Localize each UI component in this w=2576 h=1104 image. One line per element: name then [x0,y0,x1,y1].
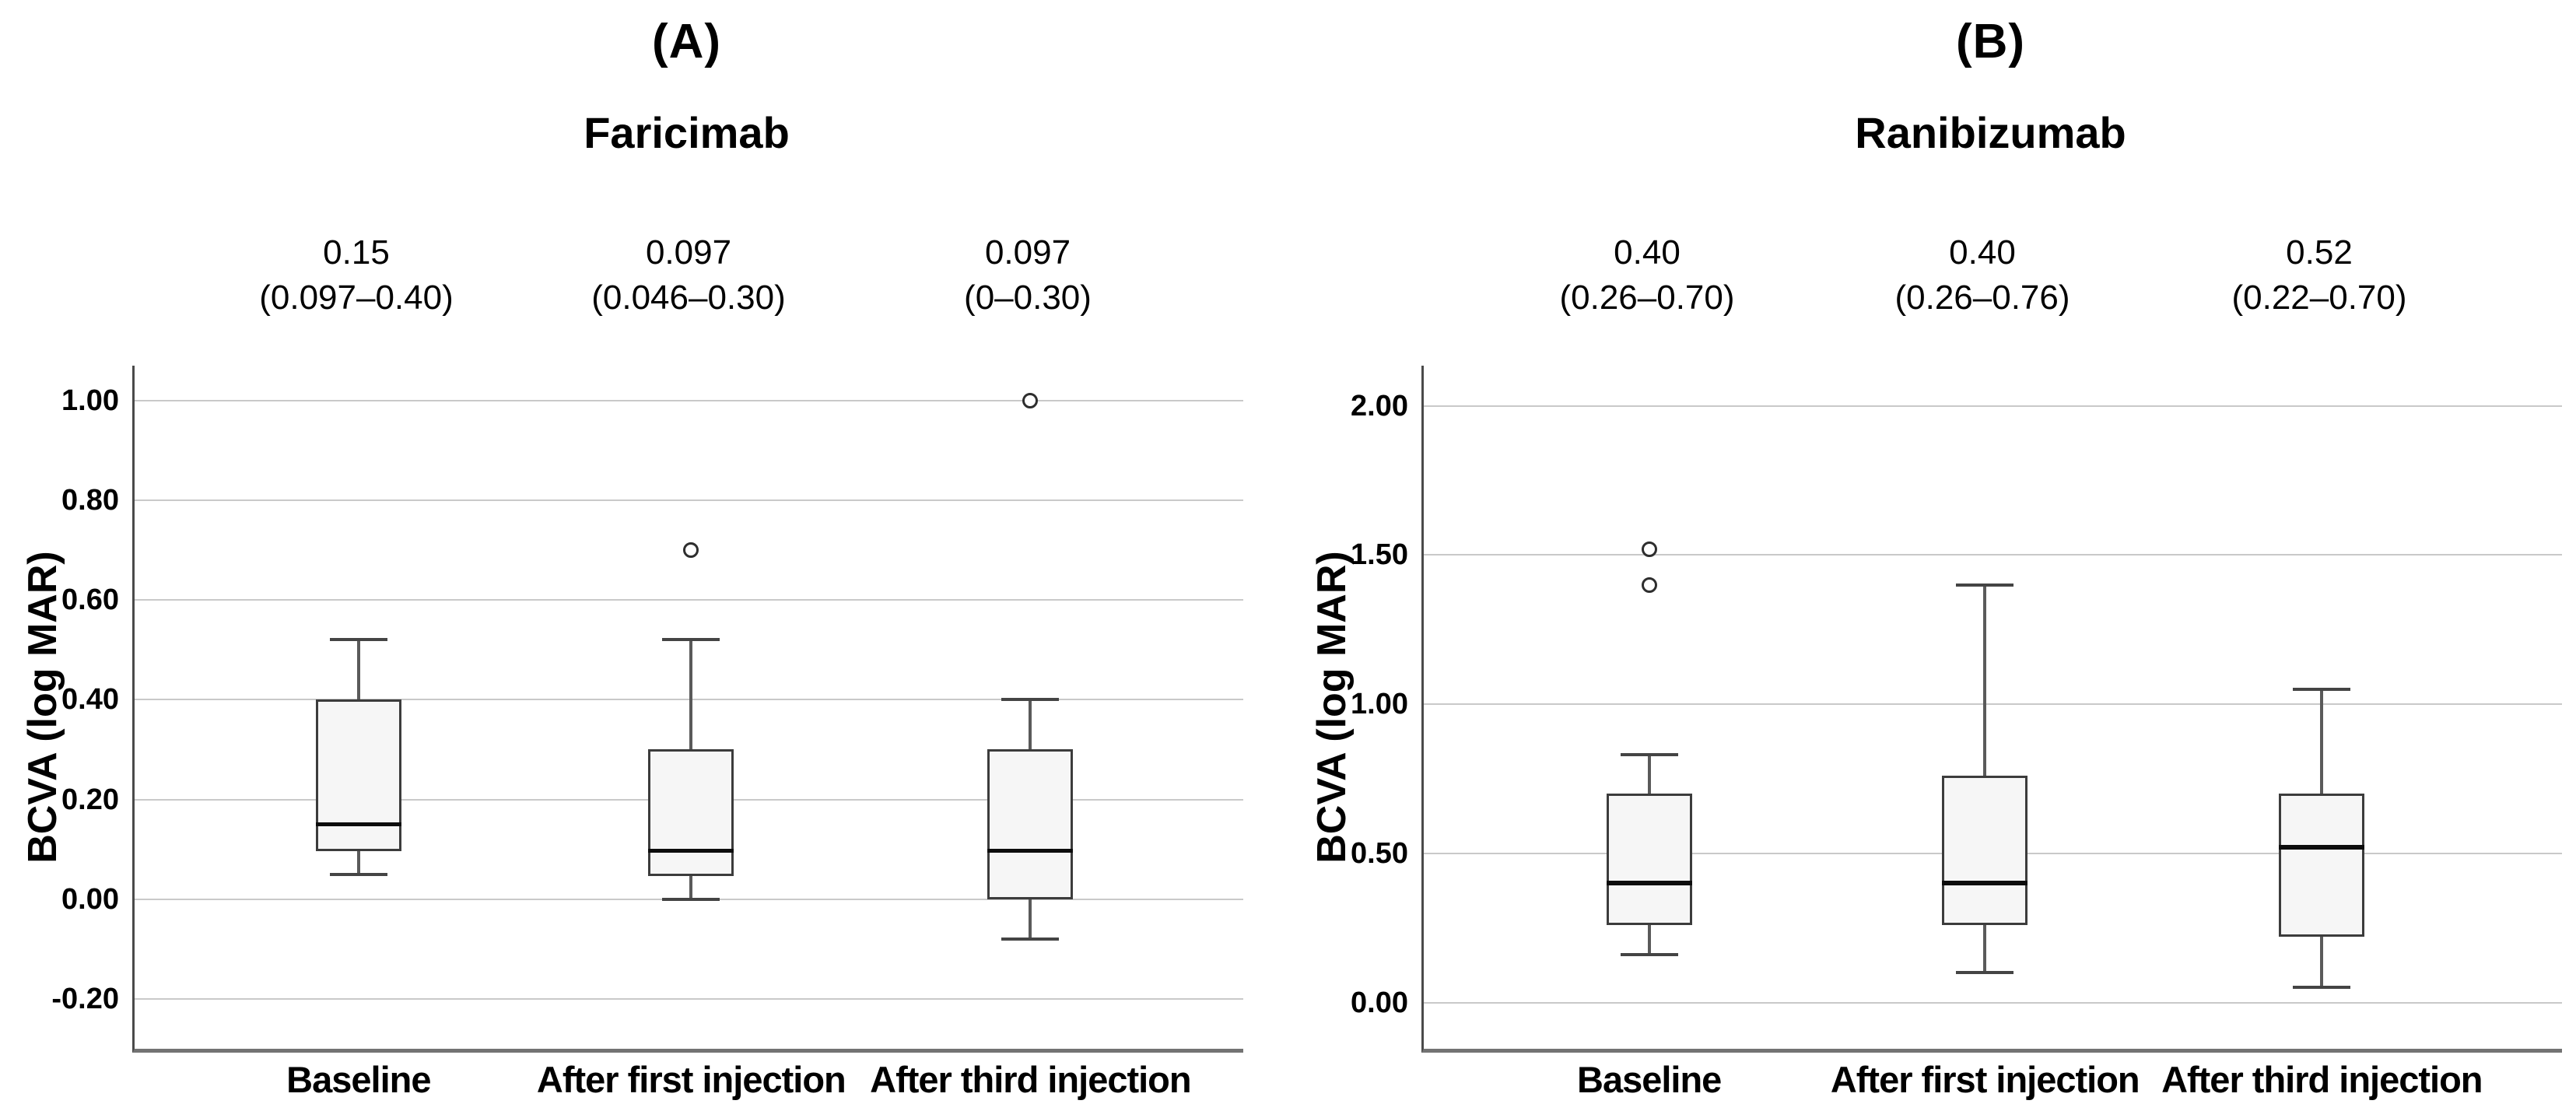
category-label: After third injection [870,1059,1191,1100]
panel-a-annotation-baseline: 0.15 (0.097–0.40) [177,230,535,321]
gridline--0.20 [135,997,1243,1000]
boxplot-box [987,749,1074,899]
median-line [1942,881,2028,886]
category-label: After third injection [2161,1059,2483,1100]
boxplot-box [315,699,401,851]
median-line [987,849,1074,853]
annotation-median: 0.15 [323,233,390,272]
whisker-cap-high [329,638,387,642]
gridline-0.60 [135,599,1243,601]
panel-b-label: (B) [1955,15,2026,68]
whisker-cap-low [1001,938,1060,941]
y-tick-label: 0.40 [61,683,119,717]
y-tick-label: 0.00 [61,882,119,916]
whisker-cap-high [662,638,720,642]
panel-a-label: (A) [651,15,722,68]
outlier-point [1022,392,1039,408]
median-line [648,849,734,853]
panel-a-title: Faricimab [584,108,790,157]
panel-a-annotation-third: 0.097 (0–0.30) [849,230,1207,321]
panel-b-title: Ranibizumab [1855,108,2126,157]
boxplot-box [1942,776,2028,925]
y-tick-label: 0.60 [61,584,119,617]
median-line [315,822,401,827]
whisker-cap-high [1620,753,1678,757]
annotation-range: (0.097–0.40) [259,279,454,317]
category-label: Baseline [1577,1059,1722,1100]
y-tick-label: 1.50 [1351,538,1408,572]
y-tick-label: 0.00 [1351,986,1408,1019]
whisker-cap-low [662,897,720,901]
boxplot-box [648,749,734,877]
annotation-range: (0.26–0.70) [1559,279,1735,317]
annotation-median: 0.097 [984,233,1071,272]
whisker-cap-high [1956,583,2014,587]
gridline-1.50 [1424,554,2562,556]
gridline-0.40 [135,699,1243,701]
panel-a-annotation-first: 0.097 (0.046–0.30) [510,230,867,321]
whisker-cap-low [1620,953,1678,957]
whisker-cap-low [329,872,387,876]
panel-b-annotation-baseline: 0.40 (0.26–0.70) [1468,230,1826,321]
whisker-cap-low [2293,986,2351,990]
category-label: Baseline [286,1059,431,1100]
whisker-cap-high [1001,698,1060,702]
whisker-cap-high [2293,687,2351,691]
panel-b-annotation-third: 0.52 (0.22–0.70) [2140,230,2498,321]
y-tick-label: 0.80 [61,484,119,517]
outlier-point [1641,541,1657,557]
category-label: After first injection [536,1059,846,1100]
panel-b-annotation-first: 0.40 (0.26–0.76) [1803,230,2161,321]
panel-a-plot-area: BCVA (log MAR) 1.00 0.80 0.60 0.40 0.20 0.00-… [20,366,1243,1100]
y-tick-label: 2.00 [1351,389,1408,422]
median-line [1606,881,1692,886]
annotation-median: 0.097 [645,233,732,272]
y-tick-label: 0.20 [61,783,119,816]
median-line [2279,845,2365,850]
y-tick-label: 1.00 [1351,688,1408,721]
gridline-0.80 [135,499,1243,502]
y-tick-label: 0.50 [1351,836,1408,870]
annotation-range: (0–0.30) [964,279,1092,317]
y-tick-label: 1.00 [61,384,119,417]
boxplot-box [1606,794,1692,925]
annotation-range: (0.046–0.30) [591,279,786,317]
boxplot-box [2279,794,2365,938]
gridline-1.00 [1424,703,2562,706]
category-label: After first injection [1830,1059,2140,1100]
whisker-cap-low [1956,971,2014,975]
annotation-range: (0.22–0.70) [2231,279,2407,317]
annotation-range: (0.26–0.76) [1894,279,2070,317]
annotation-median: 0.52 [2286,233,2353,272]
annotation-median: 0.40 [1949,233,2016,272]
y-tick-label: -0.20 [51,982,119,1015]
outlier-point [683,542,699,559]
gridline-0.00 [1424,1001,2562,1004]
outlier-point [1641,577,1657,593]
gridline-2.00 [1424,405,2562,407]
gridline-1.00 [135,399,1243,401]
annotation-median: 0.40 [1614,233,1681,272]
panel-b-plot-area: BCVA (log MAR) 2.00 1.50 1.00 0.50 0.00 Basel… [1309,366,2562,1100]
